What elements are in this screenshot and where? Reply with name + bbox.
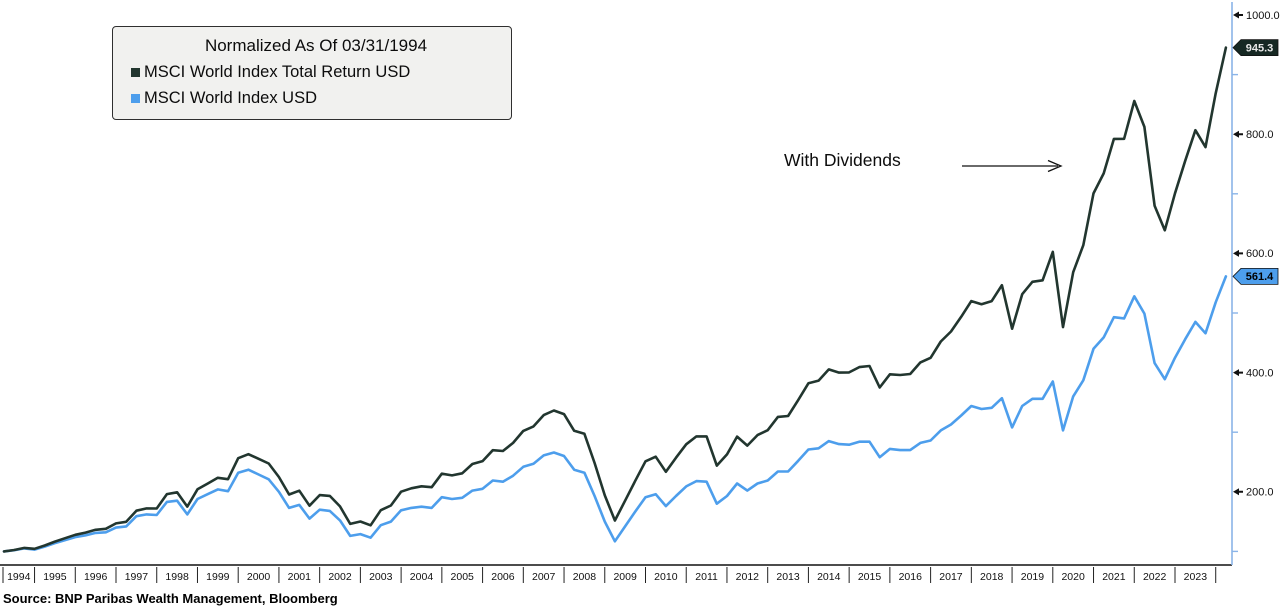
y-tick-label: 200.0 [1246, 487, 1274, 499]
x-year-label: 1994 [7, 571, 31, 583]
x-year-label: 2009 [613, 571, 637, 583]
x-year-label: 2002 [328, 571, 352, 583]
x-year-label: 2014 [817, 571, 841, 583]
y-tick-label: 400.0 [1246, 367, 1274, 379]
x-year-label: 2000 [247, 571, 271, 583]
y-tick-label: 1000.0 [1246, 10, 1280, 22]
price-chart: 1994 1995 1996 1997 1998 1999 2000 2001 2002 2003… [0, 2, 1280, 583]
source-attribution: Source: BNP Paribas Wealth Management, B… [3, 591, 338, 606]
x-year-label: 1995 [43, 571, 67, 583]
x-year-label: 1998 [165, 571, 189, 583]
x-year-label: 2013 [776, 571, 800, 583]
x-year-label: 2015 [858, 571, 882, 583]
with-dividends-annotation: With Dividends [784, 150, 901, 170]
x-year-label: 2019 [1021, 571, 1045, 583]
y-major-tick [1233, 11, 1243, 19]
legend-entry-label: MSCI World Index USD [144, 89, 317, 107]
x-year-label: 2022 [1143, 571, 1167, 583]
x-year-label: 2007 [532, 571, 556, 583]
x-year-label: 2010 [654, 571, 678, 583]
x-year-label: 2004 [410, 571, 434, 583]
x-year-label: 1999 [206, 571, 230, 583]
x-year-label: 2018 [980, 571, 1004, 583]
svg-text:945.3: 945.3 [1246, 42, 1274, 54]
x-year-label: 2001 [288, 571, 312, 583]
total-return-swatch-icon [131, 67, 140, 77]
legend-entry-price: MSCI World Index USD [131, 85, 501, 111]
x-year-label: 2006 [491, 571, 515, 583]
x-year-label: 2012 [736, 571, 760, 583]
x-year-label: 2011 [695, 571, 718, 583]
y-tick-label: 600.0 [1246, 248, 1274, 260]
line-total-return [2, 46, 1228, 553]
legend-entry-label: MSCI World Index Total Return USD [144, 63, 411, 81]
price-swatch-icon [131, 93, 140, 103]
svg-text:561.4: 561.4 [1246, 271, 1274, 283]
y-major-tick [1233, 130, 1243, 138]
value-tag-price: 561.4 [1232, 268, 1279, 285]
y-tick-label: 800.0 [1246, 129, 1274, 141]
x-year-label: 2021 [1102, 571, 1126, 583]
y-major-tick [1233, 488, 1243, 496]
y-major-tick [1233, 369, 1243, 377]
x-year-label: 2023 [1184, 571, 1208, 583]
x-year-label: 2003 [369, 571, 393, 583]
line-price [2, 275, 1228, 553]
x-year-label: 2008 [573, 571, 597, 583]
x-year-label: 1996 [84, 571, 108, 583]
legend-title: Normalized As Of 03/31/1994 [204, 36, 428, 55]
x-year-label: 2017 [939, 571, 963, 583]
x-year-label: 2016 [899, 571, 923, 583]
legend-entry-total-return: MSCI World Index Total Return USD [131, 59, 501, 85]
y-major-tick [1233, 249, 1243, 257]
x-year-label: 2020 [1061, 571, 1085, 583]
x-year-label: 1997 [125, 571, 149, 583]
annotation-arrow-head [1047, 159, 1063, 173]
x-year-label: 2005 [451, 571, 475, 583]
value-tag-total-return: 945.3 [1232, 39, 1279, 57]
legend: Normalized As Of 03/31/1994 MSCI World I… [112, 26, 512, 120]
